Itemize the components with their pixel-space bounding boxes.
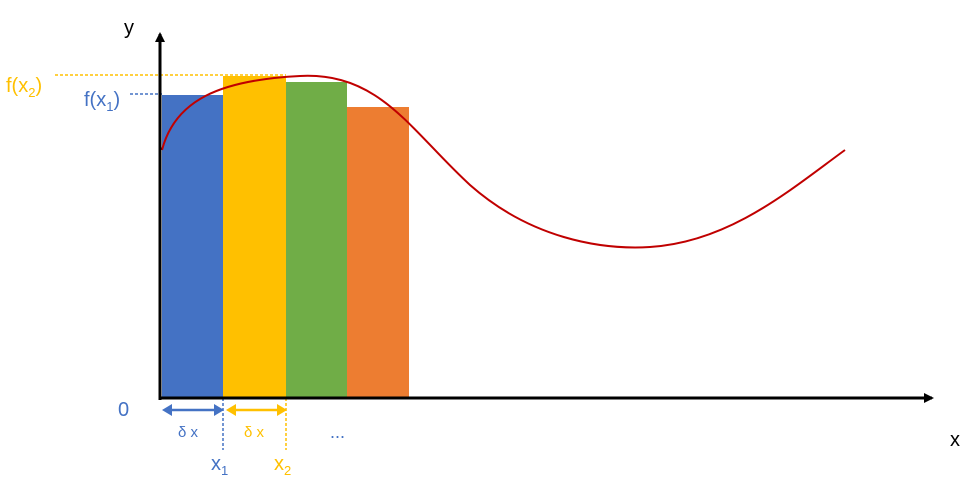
bar-1 [162, 95, 223, 398]
x-axis-label: x [950, 429, 960, 451]
bar-4 [347, 107, 409, 398]
x1-label: x1 [211, 453, 228, 478]
f-x2-label: f(x2) [6, 75, 42, 100]
origin-label: 0 [118, 399, 129, 421]
y-axis-label: y [124, 17, 134, 39]
delta-x1-label: δ x [178, 424, 199, 441]
bar-3 [286, 82, 347, 398]
x2-label: x2 [274, 453, 291, 478]
function-curve [161, 74, 846, 249]
delta-x2-label: δ x [244, 424, 265, 441]
bar-2 [223, 76, 286, 398]
ellipsis-label: ... [330, 422, 345, 442]
f-x1-label: f(x1) [84, 89, 120, 114]
delta-x1-arrow [162, 404, 224, 416]
delta-x2-arrow [226, 404, 287, 416]
